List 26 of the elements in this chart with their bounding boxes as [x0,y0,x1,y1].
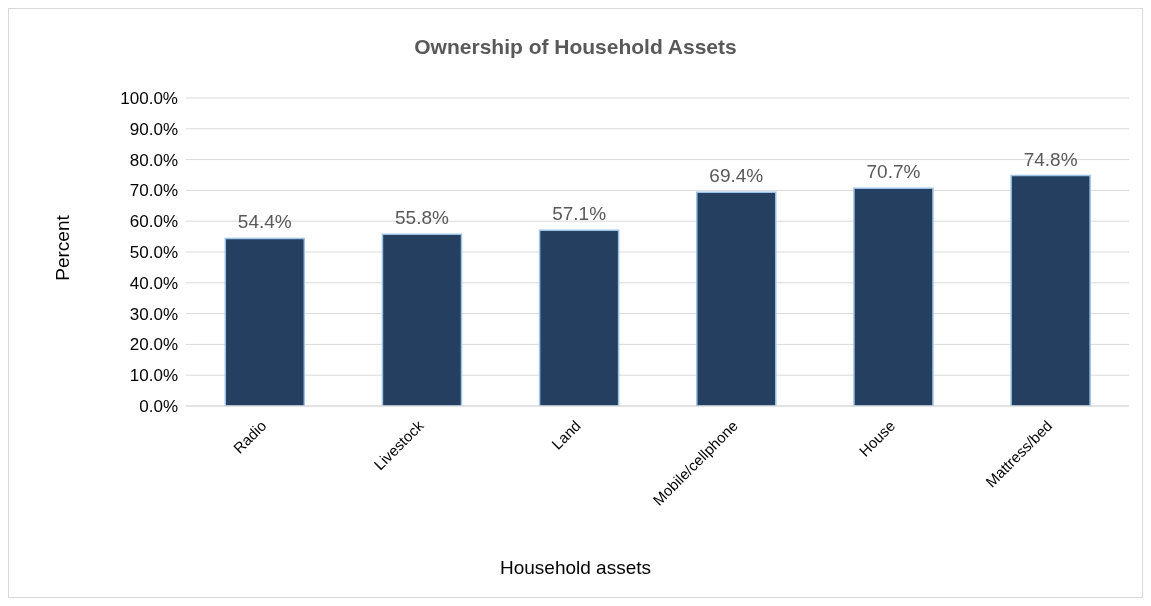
y-tick-label: 70.0% [129,181,178,201]
bar [224,237,306,406]
data-label: 57.1% [552,203,607,225]
y-axis-title: Percent [52,215,74,281]
y-tick-label: 20.0% [129,335,178,355]
x-axis-title: Household assets [498,557,652,579]
y-tick-label: 30.0% [129,304,178,324]
chart-title: Ownership of Household Assets [413,35,738,59]
bar [853,187,934,406]
bar [1010,174,1091,406]
bar [696,191,777,406]
y-tick-label: 90.0% [129,119,178,139]
bar [538,229,620,406]
bar [381,233,463,406]
data-label: 54.4% [237,211,292,233]
y-tick-label: 50.0% [129,243,178,263]
data-label: 70.7% [866,161,921,183]
y-tick-label: 0.0% [139,397,178,417]
data-label: 55.8% [395,207,449,229]
data-label: 74.8% [1023,148,1078,170]
data-label: 69.4% [709,165,764,187]
y-tick-label: 60.0% [129,212,178,232]
y-tick-label: 80.0% [129,150,178,170]
y-tick-label: 100.0% [120,89,178,109]
y-tick-label: 40.0% [129,273,178,293]
y-tick-label: 10.0% [129,366,178,386]
